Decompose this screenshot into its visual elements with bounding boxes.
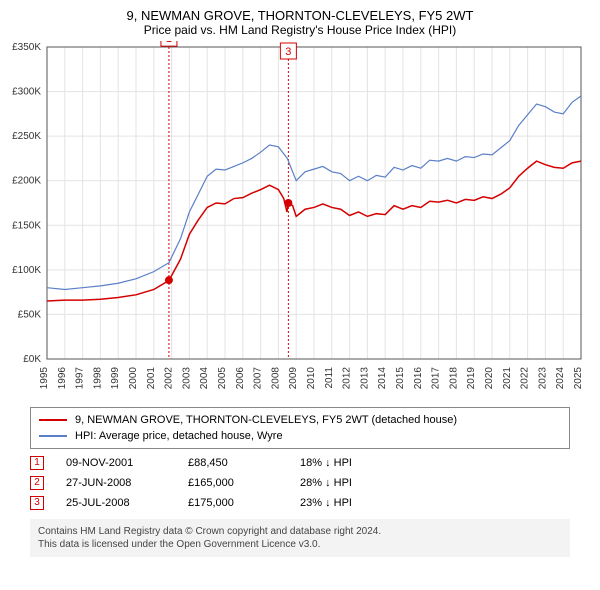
svg-text:£300K: £300K [12,87,41,98]
svg-text:2017: 2017 [431,367,442,390]
svg-text:1998: 1998 [92,367,103,390]
sale-delta: 18% ↓ HPI [300,453,390,473]
svg-text:2008: 2008 [270,367,281,390]
chart-svg: £0K £50K £100K £150K £200K £250K £300K £350K 199… [5,41,595,401]
svg-text:1995: 1995 [39,367,50,390]
sale-date: 09-NOV-2001 [66,453,166,473]
title-block: 9, NEWMAN GROVE, THORNTON-CLEVELEYS, FY5… [0,0,600,41]
svg-text:£0K: £0K [23,354,41,365]
svg-text:2005: 2005 [217,367,228,390]
svg-text:1999: 1999 [110,367,121,390]
svg-text:2015: 2015 [395,367,406,390]
svg-text:2012: 2012 [342,367,353,390]
svg-text:2013: 2013 [359,367,370,390]
svg-text:2022: 2022 [520,367,531,390]
svg-text:2009: 2009 [288,367,299,390]
sale-row: 2 27-JUN-2008 £165,000 28% ↓ HPI [30,473,570,493]
sale-marker-box: 2 [30,476,44,490]
svg-text:2007: 2007 [253,367,264,390]
svg-text:2018: 2018 [448,367,459,390]
svg-text:£150K: £150K [12,220,41,231]
svg-text:2021: 2021 [502,367,513,390]
sale-row: 3 25-JUL-2008 £175,000 23% ↓ HPI [30,493,570,513]
svg-text:£200K: £200K [12,176,41,187]
license-line2: This data is licensed under the Open Gov… [38,538,562,551]
legend-row: 9, NEWMAN GROVE, THORNTON-CLEVELEYS, FY5… [39,412,561,428]
sale-price: £88,450 [188,453,278,473]
svg-text:£50K: £50K [18,309,42,320]
chart-subtitle: Price paid vs. HM Land Registry's House … [0,23,600,37]
svg-text:2019: 2019 [466,367,477,390]
svg-text:£250K: £250K [12,131,41,142]
svg-text:2004: 2004 [199,367,210,390]
chart-area: £0K £50K £100K £150K £200K £250K £300K £350K 199… [5,41,595,401]
sales-table: 1 09-NOV-2001 £88,450 18% ↓ HPI 2 27-JUN-2008… [30,453,570,513]
svg-text:3: 3 [285,46,291,58]
chart-title: 9, NEWMAN GROVE, THORNTON-CLEVELEYS, FY5… [0,8,600,23]
svg-text:2016: 2016 [413,367,424,390]
svg-text:2001: 2001 [146,367,157,390]
svg-text:2023: 2023 [537,367,548,390]
legend-swatch [39,435,67,437]
svg-text:2020: 2020 [484,367,495,390]
svg-text:2010: 2010 [306,367,317,390]
svg-text:1: 1 [166,41,172,45]
svg-text:1997: 1997 [75,367,86,390]
svg-text:2000: 2000 [128,367,139,390]
svg-text:2002: 2002 [164,367,175,390]
legend-swatch [39,419,67,421]
svg-text:2014: 2014 [377,367,388,390]
legend-box: 9, NEWMAN GROVE, THORNTON-CLEVELEYS, FY5… [30,407,570,449]
legend-label: 9, NEWMAN GROVE, THORNTON-CLEVELEYS, FY5… [75,412,457,428]
chart-container: 9, NEWMAN GROVE, THORNTON-CLEVELEYS, FY5… [0,0,600,590]
svg-text:2025: 2025 [573,367,584,390]
legend-label: HPI: Average price, detached house, Wyre [75,428,283,444]
svg-text:2003: 2003 [181,367,192,390]
sale-date: 25-JUL-2008 [66,493,166,513]
svg-text:£350K: £350K [12,42,41,53]
sale-delta: 28% ↓ HPI [300,473,390,493]
sale-price: £175,000 [188,493,278,513]
sale-date: 27-JUN-2008 [66,473,166,493]
svg-text:2024: 2024 [555,367,566,390]
license-line1: Contains HM Land Registry data © Crown c… [38,525,562,538]
svg-text:1996: 1996 [57,367,68,390]
sale-row: 1 09-NOV-2001 £88,450 18% ↓ HPI [30,453,570,473]
sale-delta: 23% ↓ HPI [300,493,390,513]
svg-text:2006: 2006 [235,367,246,390]
license-box: Contains HM Land Registry data © Crown c… [30,519,570,557]
sale-marker-box: 3 [30,496,44,510]
svg-text:£100K: £100K [12,265,41,276]
sale-marker-box: 1 [30,456,44,470]
legend-row: HPI: Average price, detached house, Wyre [39,428,561,444]
svg-text:2011: 2011 [324,367,335,389]
sale-price: £165,000 [188,473,278,493]
